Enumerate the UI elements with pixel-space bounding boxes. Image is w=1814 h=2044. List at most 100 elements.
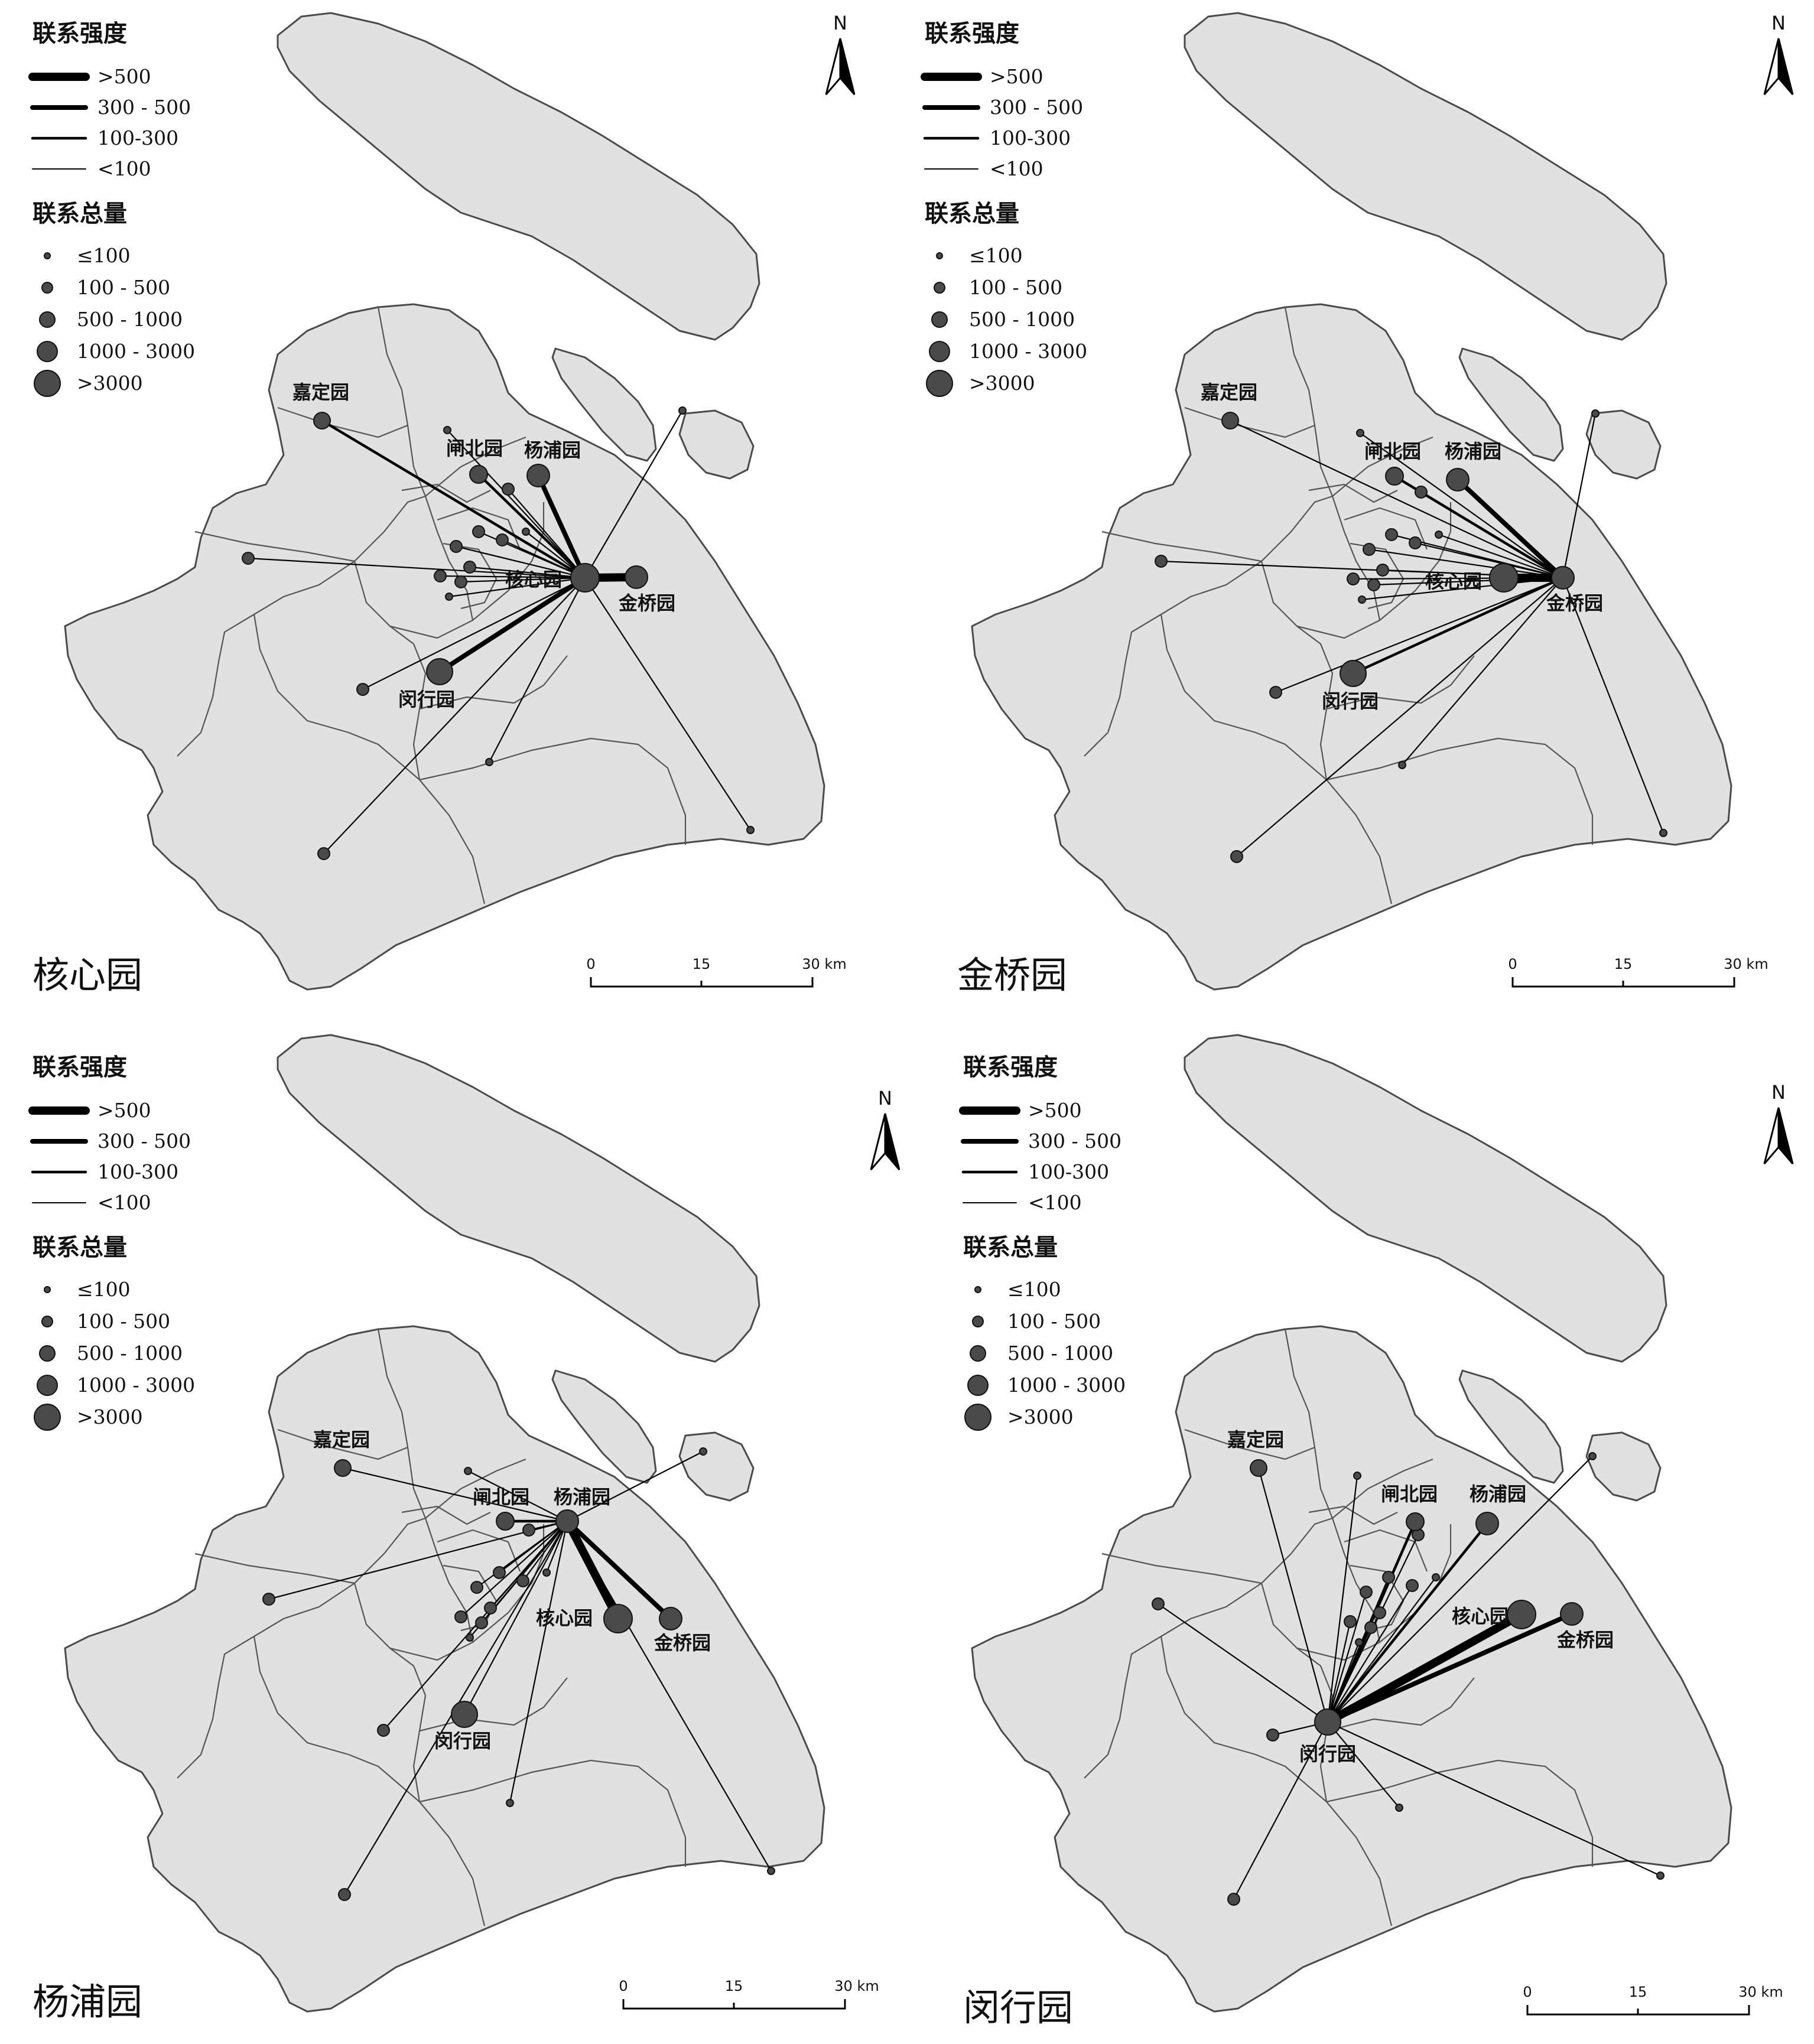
park-node-hexin (570, 563, 600, 593)
scale-tick-label: 0 (1508, 956, 1517, 972)
legend-strength-label: <100 (97, 1191, 151, 1214)
legend-strength-title: 联系强度 (32, 20, 127, 47)
park-label-yangpu: 杨浦园 (524, 439, 581, 461)
district-node (1406, 1579, 1419, 1592)
shanghai-mainland (971, 303, 1732, 991)
district-boundary (419, 737, 687, 845)
legend-strength-label: >500 (1028, 1099, 1082, 1122)
district-node (1373, 1606, 1386, 1619)
connection-line (522, 1520, 568, 1582)
scale-tick-label: 15 (693, 956, 711, 972)
legend-total-swatch (964, 1404, 991, 1431)
district-boundary (1184, 406, 1315, 438)
district-node (445, 593, 453, 601)
district-boundary (1160, 1636, 1327, 1802)
district-node (242, 552, 255, 565)
district-boundary (425, 1458, 526, 1519)
connection-line-minhang (463, 1520, 568, 1716)
legend-total-swatch (41, 1316, 53, 1327)
district-node (1155, 555, 1168, 568)
legend-total-label: ≤100 (77, 244, 131, 267)
district-node (542, 1568, 551, 1577)
district-boundary (1344, 507, 1428, 550)
district-boundary (177, 561, 355, 757)
district-boundary (425, 436, 526, 497)
park-node-jiading (313, 412, 331, 429)
north-arrow-icon: N (870, 1087, 901, 1170)
legend-total-swatch (34, 370, 61, 397)
park-node-zhabei (1385, 467, 1404, 486)
connection-line-zhabei (477, 473, 587, 580)
legend-total-label: 100 - 500 (1007, 1310, 1101, 1333)
connection-line-yangpu (1326, 1522, 1489, 1724)
legend-total-label: >3000 (969, 372, 1035, 395)
legend-strength-label: 100-300 (1028, 1160, 1109, 1183)
district-boundary (1332, 1458, 1433, 1519)
district-boundary (1308, 1505, 1398, 1525)
legend-total-swatch (37, 341, 58, 362)
district-node (699, 1447, 707, 1456)
map-legend: 联系强度 >500 300 - 500 100-300 <100 联系总量 ≤100 100 … (921, 20, 1087, 397)
district-node (463, 561, 476, 574)
district-node (1230, 850, 1243, 863)
panel-title: 闵行园 (963, 1986, 1073, 2029)
connection-line-minhang (1351, 576, 1565, 675)
district-node (1353, 1472, 1361, 1480)
map-panel-jinqiao: 核心园 金桥园 杨浦园 闸北园 嘉定园 闵行园 联系强度 >500 300 - 500 100-3… (907, 0, 1814, 1022)
connection-line (1359, 432, 1564, 579)
north-label: N (1771, 1081, 1786, 1104)
district-node (1363, 543, 1376, 556)
district-node (767, 1867, 775, 1875)
changxing-island (551, 347, 657, 462)
district-boundary (1344, 1529, 1428, 1572)
district-boundary (277, 406, 408, 438)
legend-strength-label: 300 - 500 (97, 1130, 191, 1153)
connection-line (509, 1520, 568, 1804)
district-boundary (419, 1801, 486, 1926)
scale-bar: 0 15 30 km (1508, 956, 1769, 988)
legend-total-swatch (967, 1375, 989, 1396)
scale-bar: 0 15 30 km (619, 1978, 879, 2010)
park-label-minhang: 闵行园 (398, 688, 455, 711)
park-label-zhabei: 闸北园 (473, 1486, 529, 1508)
district-node (1398, 761, 1406, 769)
connection-line-yangpu (1455, 477, 1565, 580)
district-node (1588, 1452, 1597, 1460)
district-boundary (1332, 436, 1433, 497)
connection-line (268, 1520, 568, 1600)
connection-line-jiading (1257, 1467, 1329, 1723)
district-node (464, 1467, 472, 1475)
legend-total-swatch (972, 1316, 984, 1327)
legend-total-label: >3000 (77, 372, 143, 395)
district-node (516, 1574, 529, 1587)
panel-title: 金桥园 (957, 953, 1067, 997)
district-boundary (1160, 614, 1327, 780)
scale-tick-label: 0 (1523, 1984, 1532, 2000)
legend-strength-label: >500 (990, 65, 1043, 88)
legend-strength-label: <100 (97, 157, 151, 180)
connection-line (476, 1520, 568, 1589)
district-boundary (377, 1329, 427, 1519)
connection-line (1327, 1455, 1594, 1723)
hengsha-island (1585, 1431, 1662, 1502)
district-node (496, 533, 509, 546)
map-legend: 联系强度 >500 300 - 500 100-300 <100 联系总量 ≤100 100 … (959, 1054, 1126, 1431)
district-node (1435, 530, 1443, 539)
north-label: N (878, 1087, 892, 1109)
district-node (1659, 829, 1667, 837)
hengsha-island (678, 409, 755, 480)
connection-line (1438, 533, 1564, 579)
connection-line-minhang (437, 575, 587, 674)
legend-total-title: 联系总量 (963, 1234, 1058, 1261)
district-node (1360, 1586, 1373, 1599)
park-label-hexin: 核心园 (505, 568, 562, 591)
legend-total-label: >3000 (1007, 1405, 1074, 1428)
connection-line (584, 577, 752, 831)
park-label-yangpu: 杨浦园 (554, 1486, 610, 1508)
scale-tick-label: 30 km (834, 1978, 879, 1994)
park-label-zhabei: 闸北园 (1364, 440, 1421, 463)
district-boundary (253, 614, 420, 780)
park-node-minhang (1340, 660, 1367, 687)
district-boundary (424, 496, 474, 621)
